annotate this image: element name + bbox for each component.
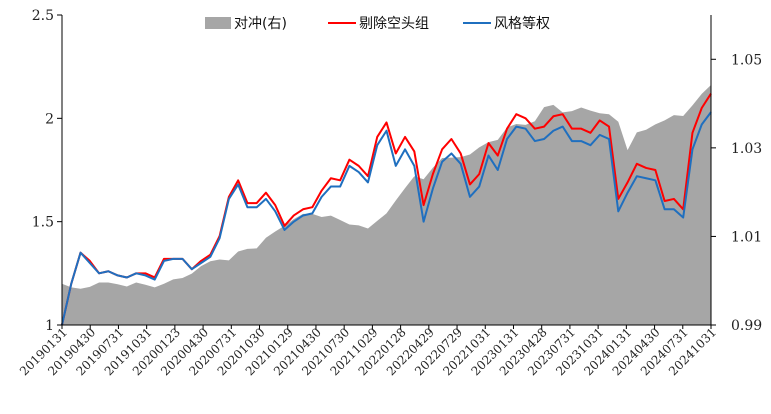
left-axis-ticks: 1 1.5 2 2.5	[32, 8, 62, 334]
series-line-style-equal	[61, 111, 712, 326]
right-tick-label: 1.01	[731, 229, 762, 245]
axes-layer	[61, 15, 712, 326]
legend: 对冲(右) 剔除空头组 风格等权	[205, 15, 550, 32]
left-tick-label: 2.5	[32, 8, 54, 24]
right-axis-ticks: 0.99 1.01 1.03 1.05	[711, 52, 762, 334]
legend-item-excl-short: 剔除空头组	[328, 16, 429, 32]
right-tick-label: 0.99	[731, 318, 762, 334]
legend-item-style-equal: 风格等权	[463, 15, 550, 32]
right-tick-label: 1.05	[731, 52, 762, 68]
legend-label-style-equal: 风格等权	[494, 15, 550, 32]
legend-label-hedge: 对冲(右)	[234, 16, 287, 32]
x-axis-ticks: 2019013120190430201907312019103120200123…	[17, 325, 719, 378]
legend-label-excl-short: 剔除空头组	[359, 16, 429, 32]
line-series-layer	[61, 92, 712, 326]
hedge-area-layer	[62, 84, 711, 325]
right-tick-label: 1.03	[731, 141, 762, 157]
left-tick-label: 2	[45, 111, 54, 127]
series-area-hedge	[62, 84, 711, 325]
legend-item-hedge: 对冲(右)	[205, 16, 287, 32]
left-tick-label: 1	[45, 318, 54, 334]
legend-swatch-hedge	[205, 17, 231, 29]
left-tick-label: 1.5	[32, 215, 54, 231]
